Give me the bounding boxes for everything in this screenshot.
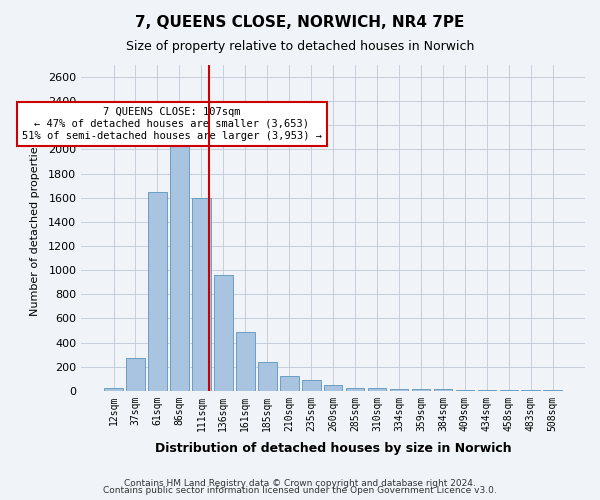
Bar [500, 390, 518, 391]
Bar [390, 388, 409, 391]
Bar [170, 132, 189, 391]
Text: Contains public sector information licensed under the Open Government Licence v3: Contains public sector information licen… [103, 486, 497, 495]
Bar [478, 390, 496, 391]
Bar [302, 380, 320, 391]
Bar [324, 386, 343, 391]
Bar [126, 358, 145, 391]
Y-axis label: Number of detached properties: Number of detached properties [30, 140, 40, 316]
Bar [368, 388, 386, 391]
Bar [236, 332, 254, 391]
Text: 7, QUEENS CLOSE, NORWICH, NR4 7PE: 7, QUEENS CLOSE, NORWICH, NR4 7PE [136, 15, 464, 30]
Bar [214, 275, 233, 391]
Text: Contains HM Land Registry data © Crown copyright and database right 2024.: Contains HM Land Registry data © Crown c… [124, 478, 476, 488]
Text: Size of property relative to detached houses in Norwich: Size of property relative to detached ho… [126, 40, 474, 53]
Bar [455, 390, 474, 391]
Bar [434, 390, 452, 391]
Bar [258, 362, 277, 391]
Bar [521, 390, 540, 391]
X-axis label: Distribution of detached houses by size in Norwich: Distribution of detached houses by size … [155, 442, 511, 455]
Bar [544, 390, 562, 391]
Bar [346, 388, 364, 391]
Bar [280, 376, 299, 391]
Bar [192, 198, 211, 391]
Text: 7 QUEENS CLOSE: 107sqm
← 47% of detached houses are smaller (3,653)
51% of semi-: 7 QUEENS CLOSE: 107sqm ← 47% of detached… [22, 108, 322, 140]
Bar [412, 389, 430, 391]
Bar [148, 192, 167, 391]
Bar [104, 388, 123, 391]
